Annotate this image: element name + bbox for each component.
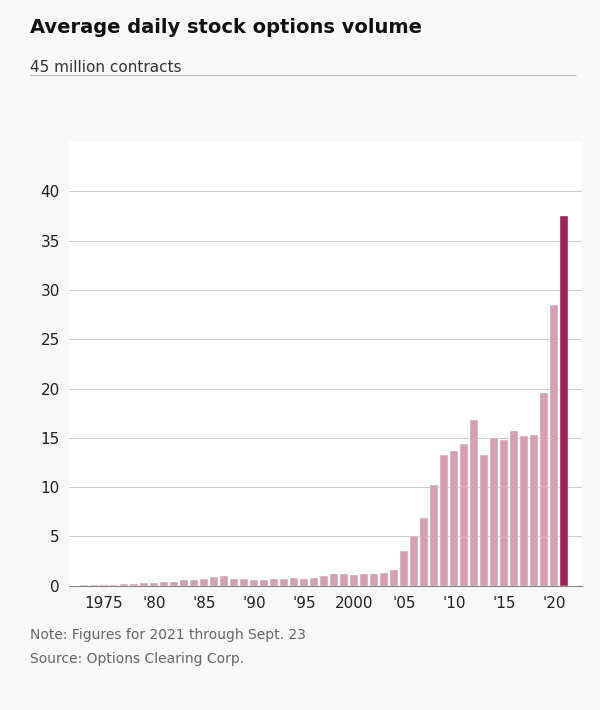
Bar — [480, 454, 488, 586]
Bar — [360, 574, 368, 586]
Bar — [430, 485, 438, 586]
Text: Note: Figures for 2021 through Sept. 23: Note: Figures for 2021 through Sept. 23 — [30, 628, 306, 643]
Bar — [210, 577, 218, 586]
Bar — [140, 584, 148, 586]
Bar — [300, 579, 308, 586]
Bar — [250, 580, 258, 586]
Bar — [520, 436, 528, 586]
Bar — [490, 438, 498, 586]
Bar — [280, 579, 288, 586]
Bar — [560, 216, 568, 586]
Bar — [420, 518, 428, 586]
Bar — [410, 537, 418, 586]
Bar — [120, 584, 128, 586]
Bar — [440, 454, 448, 586]
Bar — [130, 584, 138, 586]
Bar — [530, 435, 538, 586]
Bar — [510, 431, 518, 586]
Bar — [550, 305, 558, 586]
Bar — [170, 582, 178, 586]
Bar — [190, 580, 198, 586]
Bar — [310, 578, 318, 586]
Bar — [370, 574, 378, 586]
Bar — [260, 580, 268, 586]
Bar — [110, 585, 118, 586]
Bar — [350, 575, 358, 586]
Bar — [240, 579, 248, 586]
Bar — [400, 551, 408, 586]
Bar — [500, 439, 508, 586]
Bar — [230, 579, 238, 586]
Bar — [330, 574, 338, 586]
Text: 45 million contracts: 45 million contracts — [30, 60, 182, 75]
Bar — [320, 576, 328, 586]
Bar — [200, 579, 208, 586]
Bar — [450, 451, 458, 586]
Bar — [460, 444, 468, 586]
Bar — [380, 573, 388, 586]
Bar — [180, 580, 188, 586]
Bar — [270, 579, 278, 586]
Text: Source: Options Clearing Corp.: Source: Options Clearing Corp. — [30, 652, 244, 666]
Bar — [290, 579, 298, 586]
Bar — [340, 574, 348, 586]
Bar — [390, 570, 398, 586]
Bar — [540, 393, 548, 586]
Bar — [150, 583, 158, 586]
Bar — [220, 576, 228, 586]
Bar — [160, 581, 168, 586]
Text: Average daily stock options volume: Average daily stock options volume — [30, 18, 422, 37]
Bar — [470, 420, 478, 586]
